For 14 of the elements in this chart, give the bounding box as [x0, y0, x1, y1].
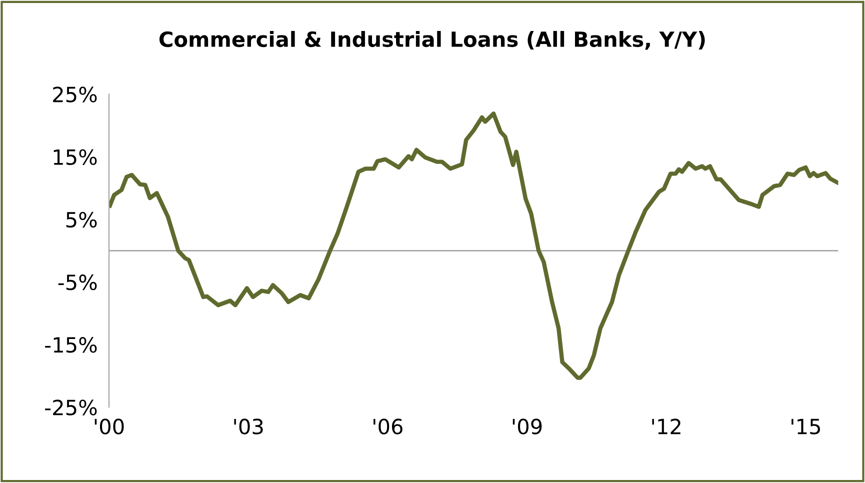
y-tick-label: -15% — [45, 337, 97, 353]
x-tick-label: '09 — [512, 418, 542, 434]
y-tick-label: -25% — [45, 400, 97, 416]
x-tick-label: '15 — [792, 418, 820, 434]
y-tick-label: -5% — [58, 274, 97, 290]
x-tick-label: '12 — [652, 418, 680, 434]
x-tick-label: '00 — [94, 418, 124, 434]
y-tick-label: 25% — [53, 86, 97, 102]
x-tick-label: '06 — [374, 418, 402, 434]
x-tick-label: '03 — [234, 418, 263, 434]
y-tick-label: 5% — [66, 212, 97, 228]
y-tick-label: 15% — [54, 149, 97, 165]
chart-title: Commercial & Industrial Loans (All Banks, Y/Y) — [159, 30, 705, 50]
line-series — [108, 112, 838, 380]
